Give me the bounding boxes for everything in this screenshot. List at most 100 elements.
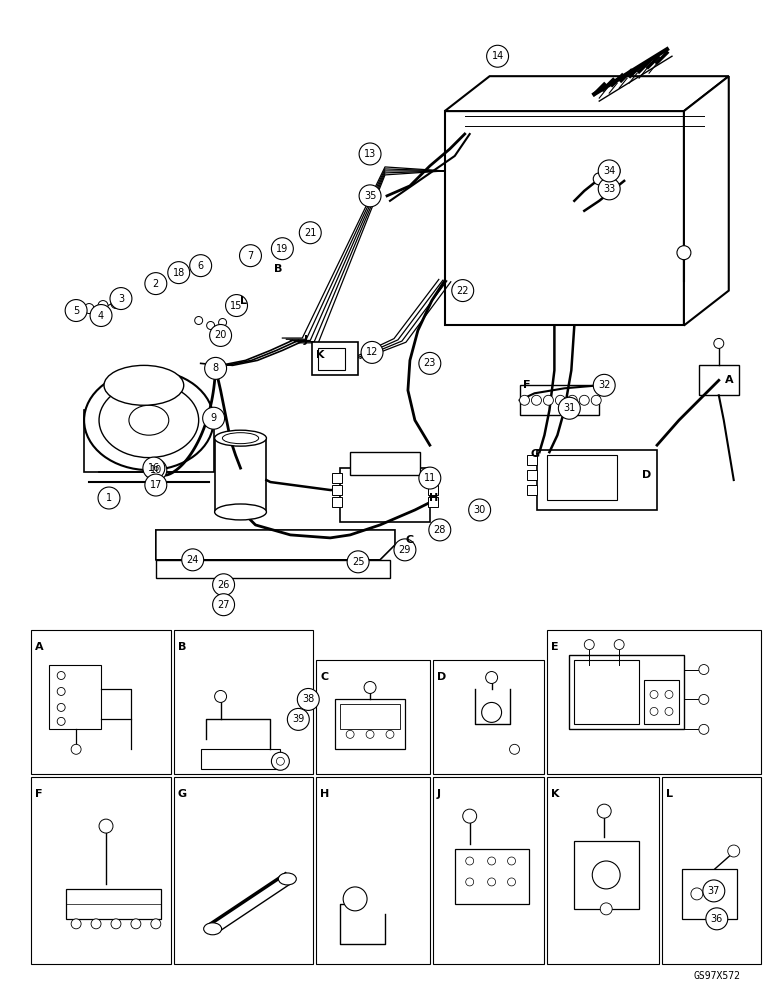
Bar: [174, 777, 313, 964]
Bar: [350, 452, 420, 475]
Text: G: G: [531, 449, 540, 459]
Text: 23: 23: [424, 358, 436, 368]
Bar: [335, 699, 405, 749]
Circle shape: [608, 165, 620, 177]
Text: 3: 3: [118, 294, 124, 304]
Circle shape: [272, 752, 290, 770]
Bar: [174, 630, 313, 774]
Text: C: C: [406, 535, 414, 545]
Text: 17: 17: [150, 480, 162, 490]
Text: 2: 2: [153, 279, 159, 289]
Circle shape: [145, 273, 167, 295]
Circle shape: [347, 551, 369, 573]
Bar: [332, 485, 342, 495]
Circle shape: [57, 687, 65, 695]
Text: G: G: [178, 789, 187, 799]
Circle shape: [361, 341, 383, 363]
Circle shape: [677, 246, 691, 260]
Bar: [32, 630, 171, 774]
Bar: [428, 497, 438, 507]
Ellipse shape: [84, 370, 214, 470]
Text: 20: 20: [215, 330, 227, 340]
Bar: [49, 665, 101, 729]
Bar: [332, 473, 342, 483]
Text: L: L: [240, 296, 247, 306]
Polygon shape: [445, 76, 729, 111]
Bar: [547, 630, 760, 774]
Bar: [520, 385, 599, 415]
Bar: [340, 704, 400, 729]
Text: 35: 35: [364, 191, 376, 201]
Circle shape: [272, 238, 293, 260]
Circle shape: [703, 880, 725, 902]
Bar: [201, 749, 280, 769]
Bar: [699, 365, 739, 395]
Text: 39: 39: [292, 714, 304, 724]
Circle shape: [428, 519, 451, 541]
Circle shape: [488, 878, 496, 886]
Circle shape: [598, 804, 611, 818]
Circle shape: [195, 317, 203, 324]
Ellipse shape: [129, 405, 169, 435]
Circle shape: [131, 919, 141, 929]
Text: H: H: [320, 789, 330, 799]
Circle shape: [567, 395, 577, 405]
Circle shape: [181, 549, 204, 571]
Circle shape: [543, 395, 554, 405]
Circle shape: [510, 744, 520, 754]
Text: 25: 25: [352, 557, 364, 567]
Circle shape: [699, 665, 709, 675]
Circle shape: [212, 594, 235, 616]
Text: 5: 5: [73, 306, 80, 316]
Circle shape: [71, 919, 81, 929]
Bar: [317, 777, 430, 964]
Circle shape: [287, 708, 310, 730]
Text: 27: 27: [218, 600, 230, 610]
Text: 30: 30: [473, 505, 486, 515]
Bar: [644, 680, 679, 724]
Circle shape: [699, 724, 709, 734]
Circle shape: [650, 690, 658, 698]
Circle shape: [90, 305, 112, 326]
Bar: [84, 410, 214, 472]
Circle shape: [145, 459, 167, 481]
Circle shape: [71, 744, 81, 754]
Circle shape: [728, 845, 740, 857]
Circle shape: [488, 857, 496, 865]
Text: 15: 15: [230, 301, 242, 311]
Circle shape: [466, 857, 474, 865]
Circle shape: [111, 299, 121, 309]
Circle shape: [145, 474, 167, 496]
Text: 12: 12: [366, 347, 378, 357]
Circle shape: [300, 222, 321, 244]
Circle shape: [486, 672, 498, 683]
Circle shape: [239, 245, 262, 267]
Text: D: D: [642, 470, 652, 480]
Ellipse shape: [215, 504, 266, 520]
Circle shape: [598, 160, 620, 182]
Circle shape: [218, 319, 226, 326]
Text: D: D: [437, 672, 446, 682]
Bar: [527, 470, 537, 480]
Circle shape: [99, 819, 113, 833]
Circle shape: [364, 681, 376, 693]
Text: J: J: [303, 335, 307, 345]
Circle shape: [558, 397, 581, 419]
Text: 6: 6: [198, 261, 204, 271]
Text: J: J: [437, 789, 441, 799]
Text: 7: 7: [247, 251, 254, 261]
Circle shape: [359, 185, 381, 207]
Circle shape: [276, 757, 284, 765]
Circle shape: [344, 887, 367, 911]
Text: L: L: [666, 789, 673, 799]
Circle shape: [706, 908, 728, 930]
Bar: [445, 111, 684, 325]
Circle shape: [98, 487, 120, 509]
Ellipse shape: [215, 430, 266, 446]
Ellipse shape: [279, 873, 296, 885]
Text: E: E: [551, 642, 559, 652]
Text: A: A: [36, 642, 44, 652]
Circle shape: [210, 324, 232, 346]
Circle shape: [419, 467, 441, 489]
Text: 19: 19: [276, 244, 289, 254]
